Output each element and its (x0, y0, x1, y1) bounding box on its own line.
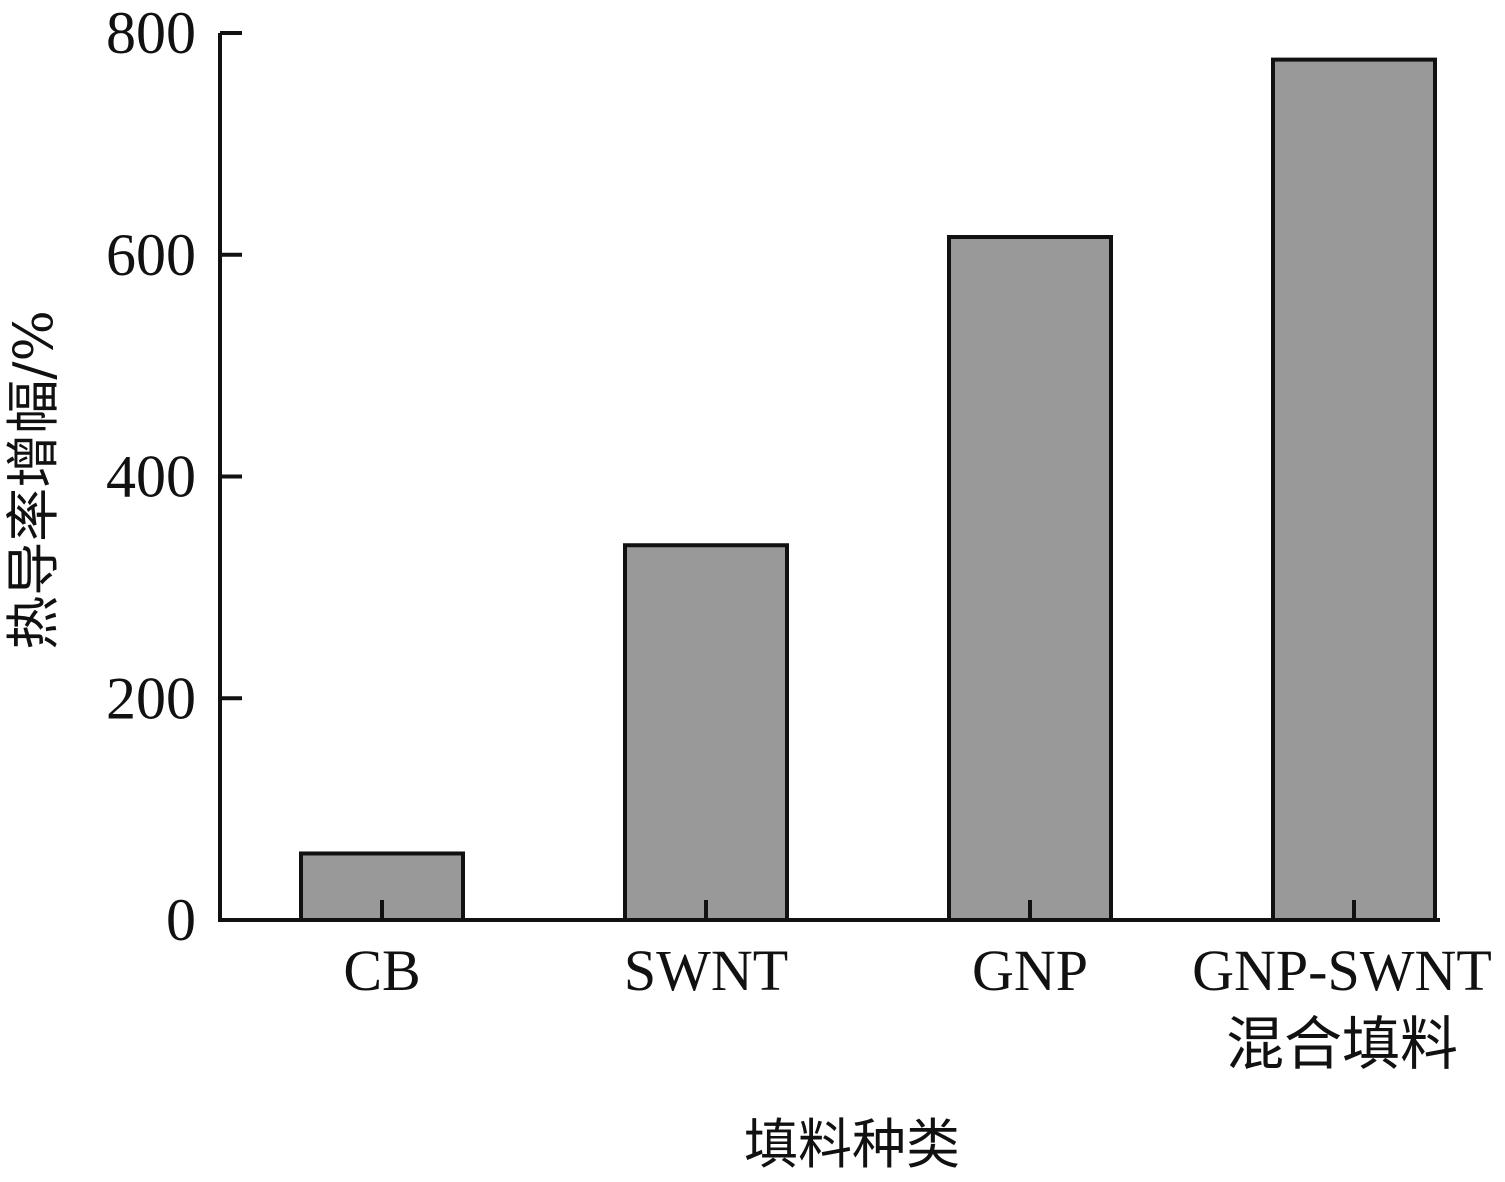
axes-group (218, 33, 1440, 922)
bar (1271, 57, 1437, 923)
x-axis-title: 填料种类 (744, 1113, 960, 1176)
bars-group (299, 57, 1437, 923)
y-tick-label: 200 (106, 665, 196, 731)
bar (947, 235, 1113, 922)
y-tick-label: 0 (166, 887, 196, 953)
y-tick-label: 600 (106, 222, 196, 288)
x-category-label: GNP-SWNT (1192, 938, 1492, 1003)
x-category-label: GNP (972, 938, 1088, 1003)
x-category-label: SWNT (624, 938, 788, 1003)
bar (623, 543, 789, 922)
y-tick-label: 400 (106, 444, 196, 510)
x-category-label: CB (343, 938, 420, 1003)
y-ticks-group: 0 200 400 600 800 (106, 0, 242, 953)
y-axis-title: 热导率增幅/% (2, 310, 65, 650)
x-category-label: 混合填料 (1226, 1012, 1458, 1077)
x-ticks-group: CB SWNT GNP GNP-SWNT 混合填料 (343, 900, 1492, 1077)
y-tick-label: 800 (106, 0, 196, 66)
